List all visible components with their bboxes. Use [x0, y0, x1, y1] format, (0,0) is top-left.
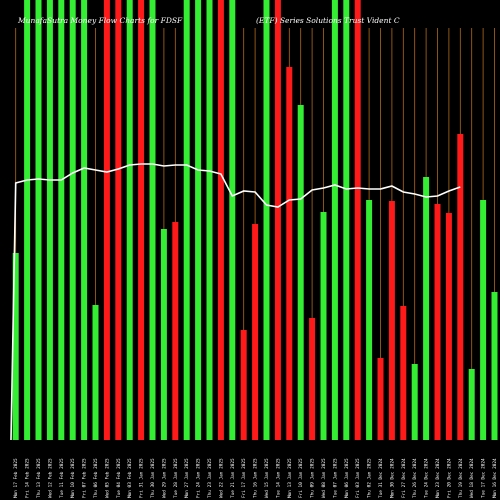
bar-green: [92, 305, 99, 440]
x-tick-label: Mon 23 Dec 2024: [435, 458, 441, 498]
bar-green: [229, 0, 236, 440]
x-tick-label: Wed 05 Feb 2025: [104, 458, 110, 498]
x-tick-label: Thu 13 Feb 2025: [36, 458, 42, 498]
bar-red: [286, 67, 293, 440]
x-tick-label: Thu 06 Feb 2025: [93, 458, 99, 498]
x-tick-label: Thu 26 Dec 2024: [412, 458, 418, 498]
bar-red: [309, 318, 316, 440]
x-tick-label: Thu 30 Jan 2025: [150, 458, 156, 498]
x-tick-label: Wed 08 Jan 2025: [321, 458, 327, 498]
bar-green: [81, 0, 88, 440]
bar-green: [46, 0, 53, 440]
x-tick-label: Fri 20 Dec 2024: [446, 458, 452, 498]
bar-green: [263, 0, 270, 440]
bar-green: [24, 0, 31, 440]
x-tick-label: Fri 24 Jan 2025: [196, 458, 202, 498]
x-tick-labels: Mon 17 Feb 2025 Fri 14 Feb 2025 Thu 13 Feb…: [13, 458, 498, 498]
x-tick-label: Fri 10 Jan 2025: [298, 458, 304, 498]
bar-red: [172, 222, 179, 440]
bar-green: [206, 0, 213, 440]
bar-red: [457, 134, 464, 440]
bar-green: [69, 0, 76, 440]
bar-green: [160, 229, 167, 440]
bar-red: [377, 358, 384, 440]
x-tick-label: Wed 22 Jan 2025: [218, 458, 224, 498]
x-tick-label: Mon 13 Jan 2025: [287, 458, 293, 498]
x-tick-label: Tue 24 Dec 2024: [424, 458, 430, 498]
x-tick-label: Fri 17 Jan 2025: [241, 458, 247, 498]
bar-red: [354, 0, 361, 440]
bar-red: [274, 0, 281, 440]
bar-green: [366, 200, 373, 440]
bar-green: [12, 253, 19, 440]
x-tick-label: Tue 31 Dec 2024: [378, 458, 384, 498]
x-tick-label: Mon 30 Dec 2024: [389, 458, 395, 498]
x-tick-label: Mon 16 Dec 2024: [492, 458, 498, 498]
bar-green: [149, 0, 156, 440]
x-tick-label: Tue 28 Jan 2025: [173, 458, 179, 498]
bar-green: [331, 0, 338, 440]
bar-green: [195, 0, 202, 440]
bar-green: [468, 369, 475, 440]
bar-red: [103, 0, 110, 440]
x-tick-label: Wed 29 Jan 2025: [161, 458, 167, 498]
bar-red: [115, 0, 122, 440]
bar-green: [320, 212, 327, 440]
bar-green: [423, 177, 430, 440]
x-tick-label: Fri 31 Jan 2025: [139, 458, 145, 498]
bar-red: [388, 201, 395, 440]
chart-title-left: MunafaSutra Money Flow Charts for FDSF: [17, 16, 183, 25]
x-tick-label: Tue 04 Feb 2025: [116, 458, 122, 498]
x-tick-label: Wed 15 Jan 2025: [264, 458, 270, 498]
bar-red: [240, 330, 247, 440]
bar-green: [126, 0, 133, 440]
money-flow-line: [10, 163, 461, 441]
x-tick-label: Wed 18 Dec 2024: [469, 458, 475, 498]
x-tick-label: Fri 27 Dec 2024: [401, 458, 407, 498]
x-tick-label: Fri 14 Feb 2025: [25, 458, 31, 498]
x-tick-label: Wed 12 Feb 2025: [47, 458, 53, 498]
bar-red: [434, 204, 441, 440]
x-tick-label: Tue 17 Dec 2024: [481, 458, 487, 498]
bar-green: [343, 0, 350, 440]
x-tick-label: Thu 23 Jan 2025: [207, 458, 213, 498]
x-tick-label: Fri 07 Feb 2025: [82, 458, 88, 498]
x-tick-label: Mon 27 Jan 2025: [184, 458, 190, 498]
x-tick-label: Mon 10 Feb 2025: [70, 458, 76, 498]
bar-green: [297, 105, 304, 440]
bar-green: [480, 200, 487, 440]
bar-red: [252, 224, 259, 440]
bar-red: [138, 0, 145, 440]
x-tick-label: Thu 09 Jan 2025: [310, 458, 316, 498]
chart-title-right: (ETF) Series Solutions Trust Vident C: [256, 16, 400, 25]
bar-green: [58, 0, 65, 440]
x-tick-label: Mon 17 Feb 2025: [13, 458, 19, 498]
x-tick-label: Thu 19 Dec 2024: [458, 458, 464, 498]
x-tick-label: Tue 21 Jan 2025: [230, 458, 236, 498]
x-tick-label: Fri 03 Jan 2025: [355, 458, 361, 498]
bar-series: [12, 0, 498, 440]
bar-green: [35, 0, 42, 440]
x-tick-label: Thu 16 Jan 2025: [253, 458, 259, 498]
bar-red: [445, 213, 452, 440]
bar-green: [183, 0, 190, 440]
x-tick-label: Tue 14 Jan 2025: [275, 458, 281, 498]
x-tick-label: Thu 02 Jan 2025: [367, 458, 373, 498]
x-tick-label: Tue 07 Jan 2025: [332, 458, 338, 498]
x-tick-label: Mon 06 Jan 2025: [344, 458, 350, 498]
bar-red: [400, 306, 407, 440]
bar-green: [491, 292, 498, 440]
bar-red: [217, 0, 224, 440]
x-tick-label: Mon 03 Feb 2025: [127, 458, 133, 498]
x-tick-label: Tue 11 Feb 2025: [59, 458, 65, 498]
bar-green: [411, 364, 418, 440]
